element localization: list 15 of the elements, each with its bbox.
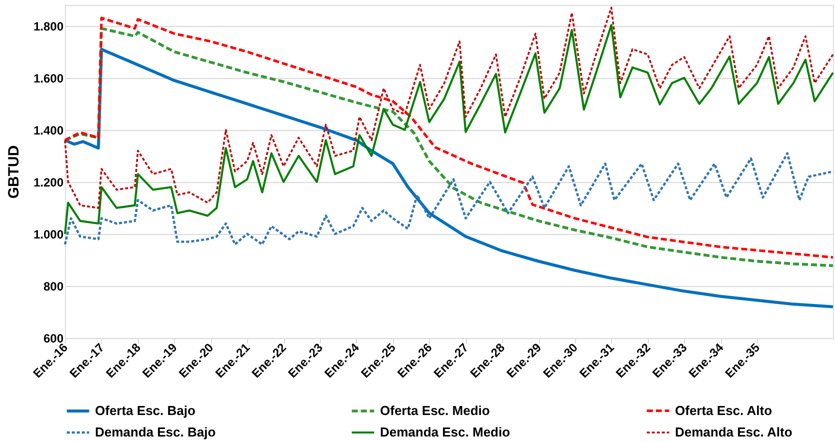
y-tick-label: 1.400 <box>33 123 64 138</box>
line-series <box>64 6 834 209</box>
y-tick-label: 800 <box>43 279 64 294</box>
legend-label: Oferta Esc. Bajo <box>95 403 196 418</box>
y-tick-label: 1.000 <box>33 227 64 242</box>
legend-label: Demanda Esc. Bajo <box>95 424 216 440</box>
y-tick-label: 1.200 <box>33 175 64 190</box>
legend-label: Oferta Esc. Medio <box>380 403 490 418</box>
legend-label: Demanda Esc. Medio <box>380 424 510 440</box>
legend-label: Oferta Esc. Alto <box>675 402 772 418</box>
legend-label: Demanda Esc. Alto <box>675 424 792 440</box>
y-axis-title: GBTUD <box>5 145 22 199</box>
line-series <box>64 152 834 246</box>
y-tick-label: 1.600 <box>33 71 64 86</box>
y-tick-label: 1.800 <box>33 19 64 34</box>
